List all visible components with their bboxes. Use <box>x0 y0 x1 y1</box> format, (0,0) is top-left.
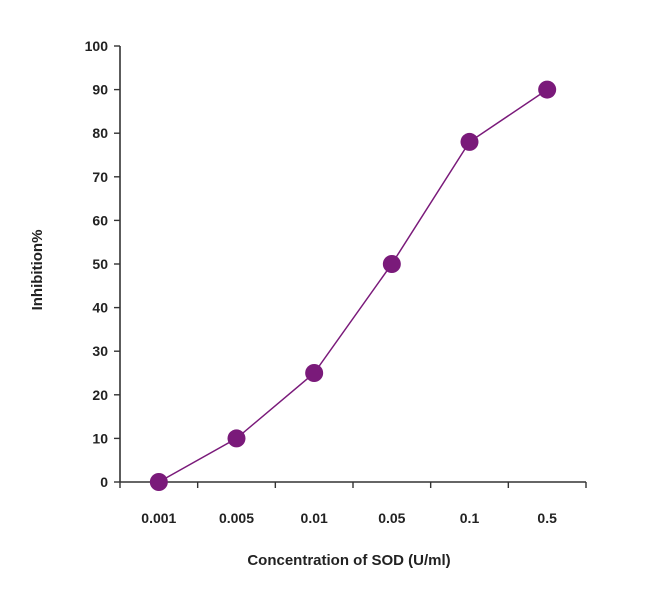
data-point <box>305 364 324 382</box>
data-point <box>460 132 479 151</box>
y-tick-label: 20 <box>92 387 108 403</box>
data-point <box>149 473 168 491</box>
x-tick-label: 0.05 <box>378 510 405 526</box>
data-point <box>538 80 557 99</box>
x-axis-title: Concentration of SOD (U/ml) <box>247 552 450 569</box>
y-tick-label: 90 <box>92 82 108 98</box>
series-line <box>158 88 548 483</box>
y-tick-label: 80 <box>92 125 108 141</box>
series-layer <box>149 80 557 491</box>
y-tick-label: 100 <box>85 38 109 54</box>
data-point <box>227 429 246 448</box>
x-tick-label: 0.001 <box>141 510 176 526</box>
x-tick-label: 0.01 <box>301 510 328 526</box>
y-tick-label: 60 <box>92 212 108 228</box>
y-tick-label: 30 <box>92 343 108 359</box>
y-tick-label: 40 <box>92 300 108 316</box>
y-tick-label: 10 <box>92 430 108 446</box>
y-tick-label: 0 <box>100 474 108 490</box>
x-tick-label: 0.1 <box>460 510 480 526</box>
x-tick-label: 0.5 <box>537 510 557 526</box>
x-tick-label: 0.005 <box>219 510 254 526</box>
y-ticks: 0 10 20 30 40 50 60 70 80 90 100 <box>85 38 120 490</box>
y-tick-label: 50 <box>92 256 108 272</box>
x-ticks: 0.001 0.005 0.01 0.05 0.1 0.5 <box>119 482 587 526</box>
data-point <box>382 255 401 273</box>
y-axis-title: Inhibition% <box>29 230 46 311</box>
y-tick-label: 70 <box>92 169 108 185</box>
